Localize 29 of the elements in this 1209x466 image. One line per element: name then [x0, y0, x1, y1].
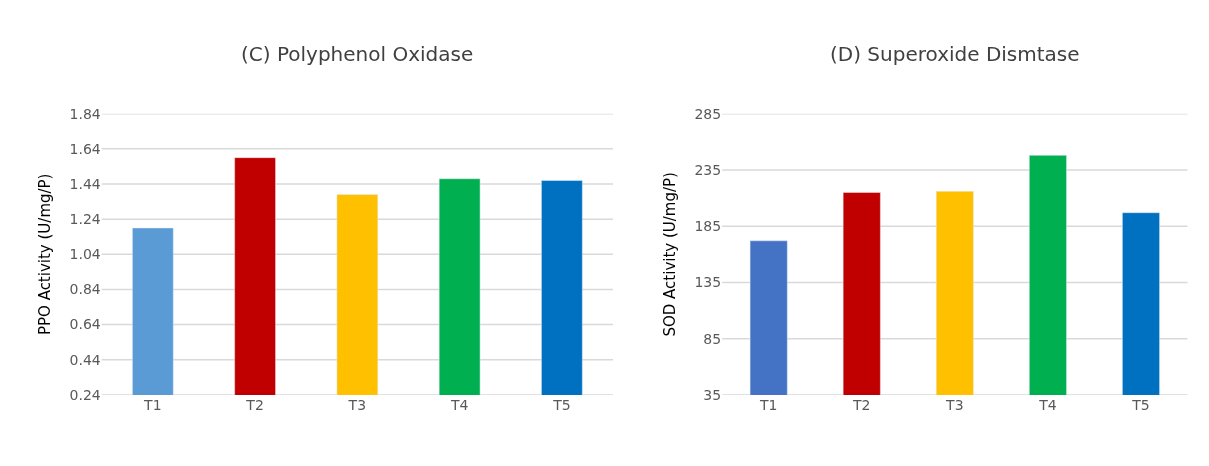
y-tick-label: 85: [703, 330, 722, 347]
x-tick-label: T1: [143, 396, 162, 413]
y-tick-label: 35: [703, 386, 722, 403]
y-tick-label: 1.04: [69, 246, 101, 263]
chart-title: (C) Polyphenol Oxidase: [241, 42, 474, 66]
y-tick-label: 0.24: [69, 386, 101, 403]
x-tick-label: T3: [945, 396, 964, 413]
y-axis-title: SOD Activity (U/mg/P): [660, 172, 679, 337]
y-tick-label: 1.84: [69, 105, 101, 122]
x-tick-label: T2: [852, 396, 871, 413]
y-tick-label: 0.64: [69, 316, 101, 333]
x-tick-label: T5: [552, 396, 571, 413]
y-tick-label: 135: [694, 274, 722, 291]
y-tick-label: 0.84: [69, 281, 101, 298]
y-tick-label: 1.64: [69, 140, 101, 157]
y-tick-label: 235: [694, 161, 722, 178]
y-tick-label: 1.24: [69, 211, 101, 228]
x-tick-label: T5: [1131, 396, 1150, 413]
chart-title: (D) Superoxide Dismtase: [830, 42, 1080, 66]
y-tick-label: 185: [694, 218, 722, 235]
x-tick-label: T1: [758, 396, 778, 413]
x-tick-label: T3: [347, 396, 367, 413]
x-tick-label: T4: [449, 396, 469, 413]
x-tick-label: T2: [245, 396, 264, 413]
y-axis-title: PPO Activity (U/mg/P): [35, 173, 54, 336]
y-tick-label: 0.44: [69, 351, 101, 368]
y-tick-label: 1.44: [69, 175, 101, 192]
y-tick-label: 285: [694, 105, 722, 122]
x-tick-label: T4: [1038, 396, 1057, 413]
